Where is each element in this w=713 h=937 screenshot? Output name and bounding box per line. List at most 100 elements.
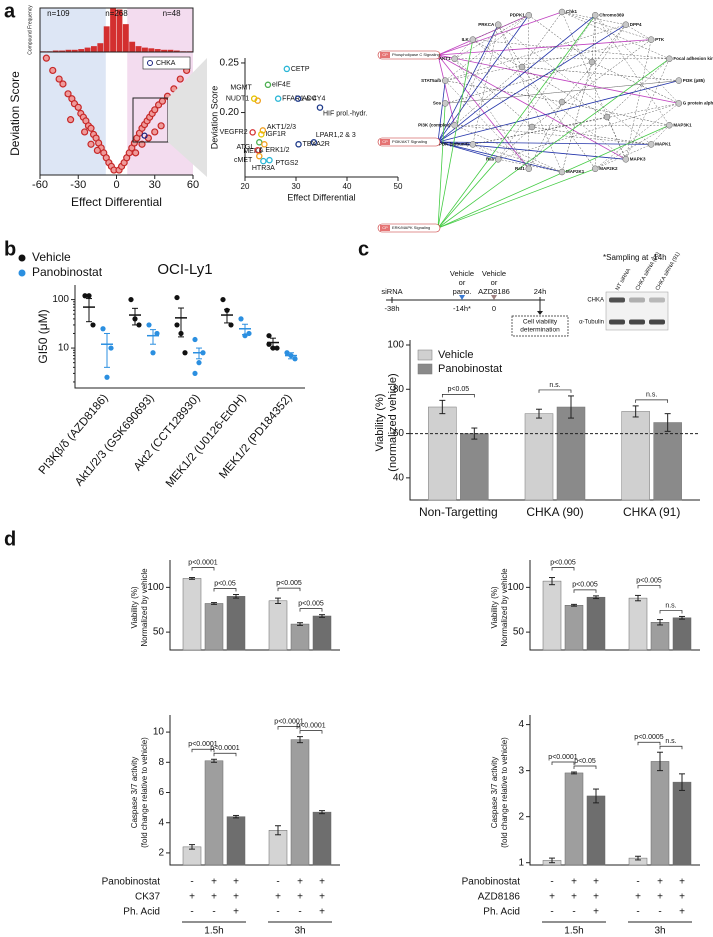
- target-point: [266, 156, 273, 164]
- treatment-cell: -: [276, 907, 279, 918]
- network-edge: [454, 15, 529, 59]
- network-node: [494, 156, 502, 163]
- replicate-point: [228, 322, 234, 328]
- bar: [621, 411, 650, 501]
- significance-label: p<0.005: [298, 601, 324, 608]
- legend-swatch: [417, 363, 433, 375]
- treatment-cell: -: [550, 907, 553, 918]
- compound-point: [158, 97, 166, 105]
- significance-bracket: [637, 741, 661, 746]
- error-bar: [275, 825, 281, 836]
- network-edge: [454, 58, 529, 169]
- bar: [564, 772, 584, 866]
- replicate-point: [246, 330, 252, 337]
- network-edge: [497, 24, 563, 173]
- bar: [672, 617, 692, 651]
- treatment-cell: +: [211, 892, 217, 903]
- significance-label: n.s.: [549, 382, 560, 389]
- legend-marker: [18, 269, 26, 277]
- significance-label: p<0.005: [550, 559, 576, 566]
- network-edge: [521, 66, 679, 81]
- x-tick-label: 60: [187, 179, 199, 191]
- network-edge: [472, 116, 608, 145]
- network-edge: [445, 39, 652, 81]
- y-axis-label: Normalized by vehicle: [140, 568, 149, 647]
- pathway-edge: [437, 124, 670, 229]
- compound-point: [138, 140, 146, 148]
- treatment-cell: -: [190, 877, 193, 888]
- network-edge: [528, 24, 627, 169]
- y-tick-label: 4: [158, 817, 164, 828]
- error-bar: [224, 308, 230, 324]
- error-bar: [679, 615, 685, 620]
- treatment-cell: +: [319, 892, 325, 903]
- y-tick-label: 10: [153, 727, 165, 738]
- y-axis-label: Compound Frequency: [27, 5, 33, 55]
- timeline-note: *Sampling at -14h: [603, 253, 667, 262]
- y-tick-label: 80: [393, 384, 405, 395]
- error-bar: [635, 594, 641, 602]
- network-edge: [498, 159, 563, 173]
- node-label: Sos: [433, 101, 442, 106]
- x-tick-label: Akt1/2/3 (GSK690693): [73, 392, 157, 488]
- treatment-cell: -: [572, 907, 575, 918]
- network-node: [525, 11, 533, 19]
- error-bar: [319, 614, 325, 618]
- bar: [653, 422, 682, 501]
- y-axis-label: Deviation Score: [209, 86, 219, 150]
- treatment-cell: -: [212, 907, 215, 918]
- timeline-time: -14h*: [453, 304, 471, 313]
- pathway-edge: [437, 159, 499, 229]
- network-edge: [606, 58, 670, 118]
- network-node: [647, 141, 655, 148]
- bar: [586, 596, 606, 651]
- network-node: [451, 121, 458, 129]
- histogram-bar: [110, 8, 116, 52]
- histogram-bar: [161, 49, 167, 52]
- significance-label: n.s.: [646, 392, 657, 399]
- point-label: ADCY4: [302, 96, 325, 103]
- replicate-point: [136, 322, 142, 328]
- network-node: [675, 100, 683, 107]
- significance-label: p<0.05: [574, 758, 596, 765]
- x-tick-label: MEK1/2 (U0126-EtOH): [164, 392, 249, 490]
- compound-point: [141, 132, 148, 139]
- node-label: DPP4: [630, 22, 642, 27]
- pathway-edge: [437, 15, 596, 229]
- compound-point: [55, 75, 63, 83]
- x-tick-label: 30: [149, 179, 161, 191]
- network-edge: [591, 61, 679, 104]
- histogram-bar: [173, 50, 180, 52]
- treatment-cell: +: [679, 892, 685, 903]
- bar: [460, 433, 489, 501]
- target-point: [294, 95, 302, 102]
- y-tick-label: 6: [158, 787, 164, 798]
- network-edge: [595, 15, 670, 126]
- y-tick-label: 10: [58, 343, 70, 354]
- error-bar: [536, 408, 542, 419]
- error-bar: [593, 595, 599, 600]
- timeline-label: pano.: [453, 287, 472, 296]
- significance-bracket: [551, 567, 575, 571]
- error-bar: [549, 577, 555, 586]
- band: [609, 319, 625, 325]
- replicate-point: [274, 345, 280, 351]
- error-bar: [233, 594, 239, 599]
- network-hub: [528, 123, 536, 131]
- x-tick-label: 50: [394, 182, 403, 191]
- band: [649, 297, 665, 303]
- pathway-tag: CP: [382, 139, 388, 144]
- row-label: Panobinostat: [462, 877, 521, 888]
- treatment-cell: -: [550, 877, 553, 888]
- readout-label: Cell viability: [523, 319, 558, 326]
- pathway-edge: [437, 54, 530, 170]
- pathway-box: [377, 137, 441, 147]
- y-tick-label: 100: [147, 582, 164, 593]
- replicate-point: [104, 374, 110, 380]
- network-edge: [625, 24, 652, 40]
- network-edge: [472, 15, 529, 40]
- significance-bracket: [441, 394, 475, 398]
- y-tick-label: 1: [518, 857, 524, 868]
- error-bar: [288, 352, 294, 360]
- network-edge: [650, 125, 670, 145]
